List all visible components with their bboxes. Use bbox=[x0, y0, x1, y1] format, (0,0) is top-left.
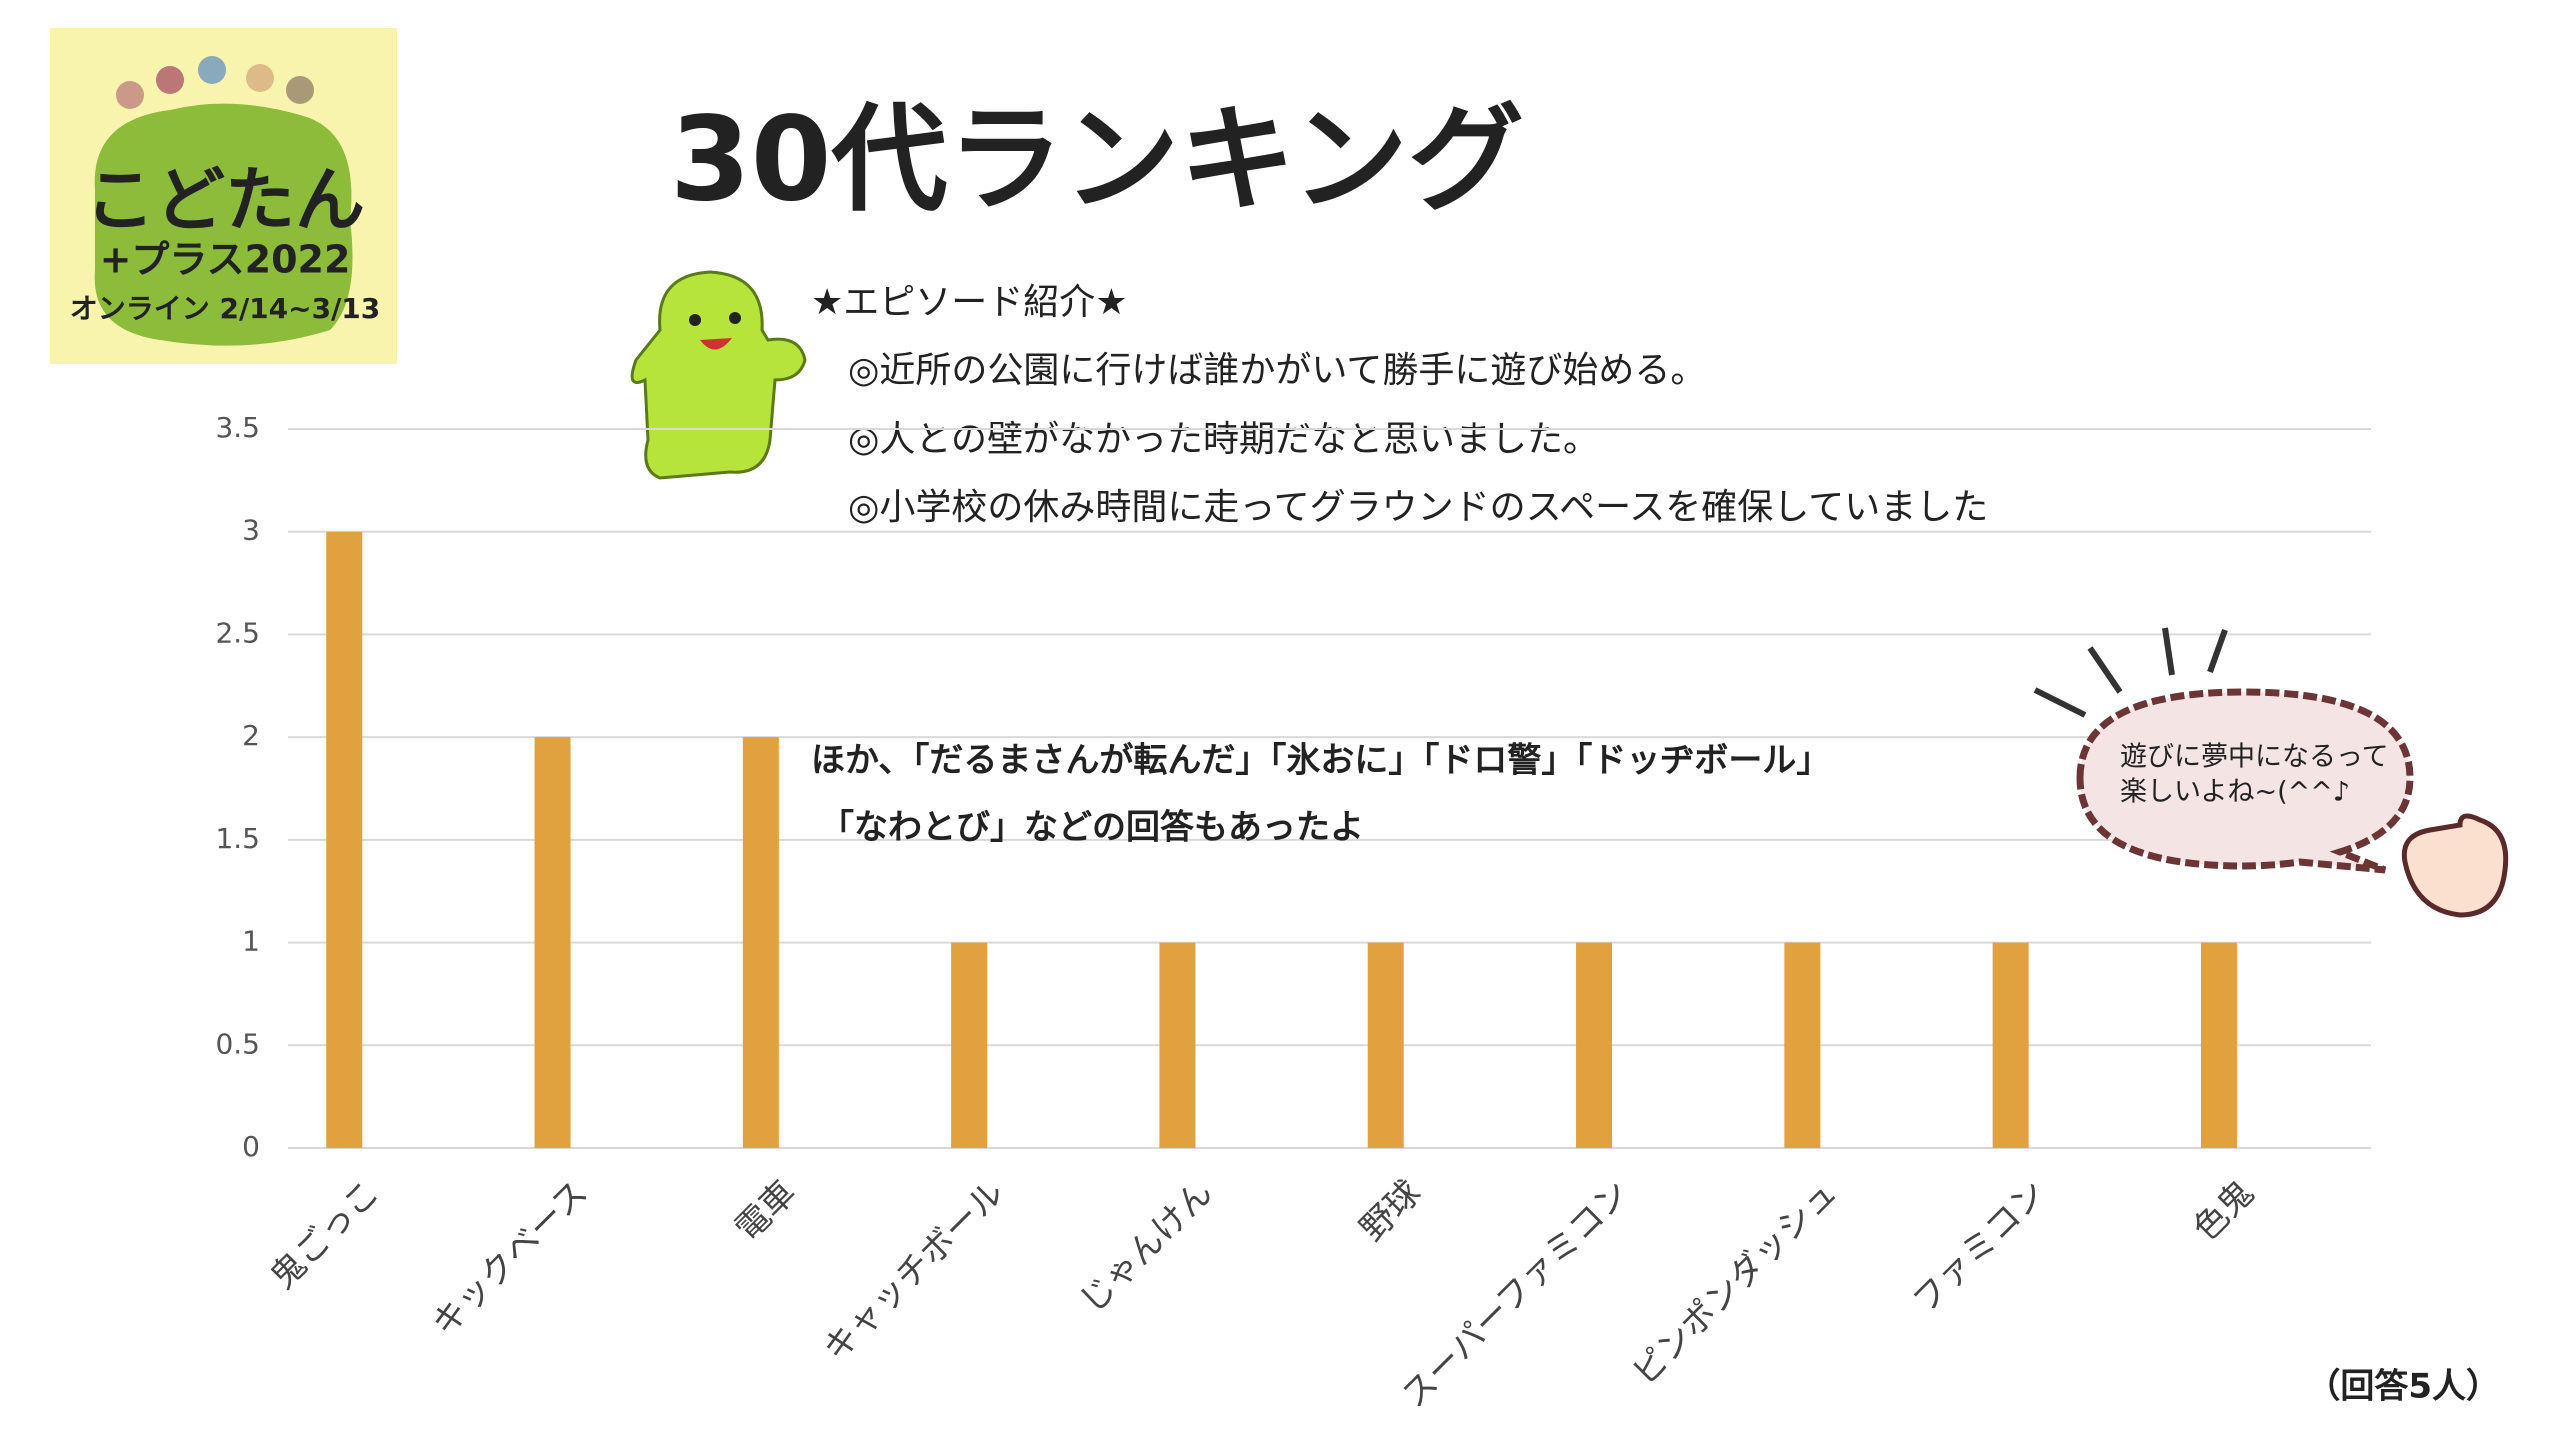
logo-figure bbox=[156, 66, 184, 94]
logo-figure bbox=[116, 81, 144, 109]
bubble-text: 楽しいよね~(^^♪ bbox=[2120, 777, 2350, 808]
episode: ◎小学校の休み時間に走ってグラウンドのスペースを確保していました bbox=[848, 487, 1988, 528]
bar bbox=[1367, 942, 1404, 1148]
plot: 0 0.5 1 1.5 2 2.5 3 3.5 鬼ごっこ キックベース 電車 キャッチボール じゃんけん… bbox=[215, 411, 2371, 1416]
x-tick-label: キャッチボール bbox=[816, 1173, 1013, 1370]
bar bbox=[742, 737, 779, 1148]
y-tick-label: 3.5 bbox=[215, 411, 260, 444]
x-tick-label: 電車 bbox=[728, 1173, 804, 1249]
bar bbox=[1784, 942, 1821, 1148]
logo-title: こどたん bbox=[85, 159, 365, 241]
x-tick-label: スーパーファミコン bbox=[1394, 1173, 1637, 1416]
y-tick-label: 1 bbox=[242, 925, 260, 958]
logo-dates: オンライン 2/14~3/13 bbox=[70, 292, 381, 325]
x-tick-label: 野球 bbox=[1352, 1173, 1428, 1249]
bar bbox=[326, 531, 363, 1148]
episode: ◎人との壁がなかった時期だなと思いました。 bbox=[848, 419, 1599, 460]
logo: こどたん +プラス2022 オンライン 2/14~3/13 bbox=[50, 28, 397, 364]
comment: 「なわとび」などの回答もあったよ bbox=[820, 808, 1364, 848]
mascot bbox=[630, 270, 807, 480]
logo-figure bbox=[198, 56, 226, 84]
footnote: （回答5人） bbox=[2306, 1367, 2500, 1407]
logo-subtitle: +プラス2022 bbox=[100, 238, 351, 282]
y-tick-label: 3 bbox=[242, 514, 260, 547]
episode-heading: ★エピソード紹介★ bbox=[811, 282, 1128, 323]
logo-figure bbox=[286, 76, 314, 104]
bar bbox=[1992, 942, 2029, 1148]
x-tick-label: じゃんけん bbox=[1072, 1173, 1220, 1321]
x-tick-label: 鬼ごっこ bbox=[263, 1173, 387, 1297]
y-tick-label: 2 bbox=[242, 719, 260, 752]
y-tick-label: 1.5 bbox=[215, 822, 260, 855]
speech-bubble bbox=[2033, 627, 2509, 918]
bar bbox=[534, 737, 571, 1148]
x-tick-label: ファミコン bbox=[1905, 1173, 2053, 1321]
comment: ほか、「だるまさんが転んだ」「氷おに」「ドロ警」「ドッヂボール」 bbox=[811, 741, 1830, 781]
y-tick-label: 0 bbox=[242, 1130, 260, 1163]
x-tick-label: ピンポンダッシュ bbox=[1625, 1173, 1846, 1394]
y-tick-label: 0.5 bbox=[215, 1027, 260, 1060]
bubble-text: 遊びに夢中になるって bbox=[2120, 742, 2389, 773]
bar bbox=[1576, 942, 1613, 1148]
bar bbox=[1159, 942, 1196, 1148]
logo-blob bbox=[94, 103, 353, 346]
bar bbox=[951, 942, 988, 1148]
x-tick-label: 色鬼 bbox=[2186, 1173, 2262, 1249]
y-tick-label: 2.5 bbox=[215, 616, 260, 649]
x-tick-label: キックベース bbox=[424, 1173, 595, 1344]
chart-title: 30代ランキング bbox=[670, 93, 1524, 228]
episode: ◎近所の公園に行けば誰かがいて勝手に遊び始める。 bbox=[848, 350, 1706, 391]
bar bbox=[2200, 942, 2237, 1148]
logo-figure bbox=[246, 64, 274, 92]
